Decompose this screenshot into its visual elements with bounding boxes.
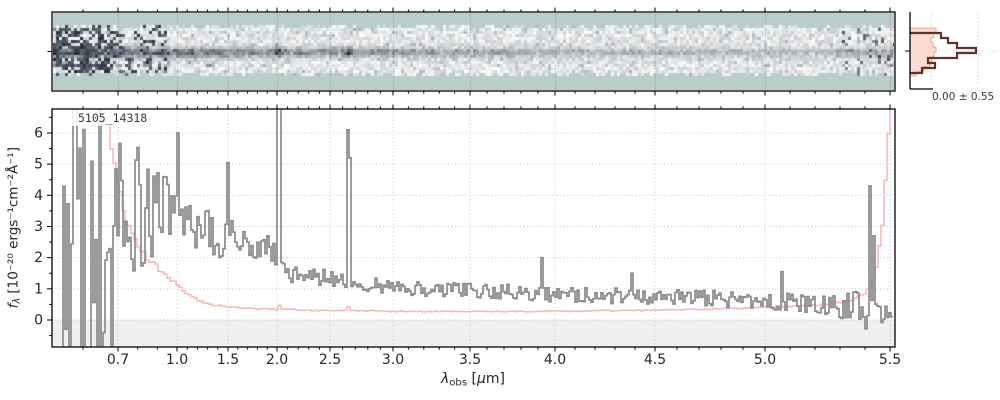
panel-2d-frame — [51, 11, 896, 92]
spectrum-2d-image — [53, 13, 894, 90]
spectrum-1d-panel: 0.7 1.0 1.5 2.0 2.5 3.0 3.5 4.0 4.5 5.0 5.5 0 1 2 3 4 5 6 — [34, 104, 901, 368]
x-tick-label: 0.7 — [107, 352, 129, 368]
residual-histogram-outline — [910, 31, 978, 75]
residual-stats-label: 0.00 ± 0.55 — [932, 91, 994, 103]
flux-step-line — [62, 109, 893, 347]
below-zero-shade — [52, 320, 895, 347]
main-ticks — [47, 104, 891, 352]
x-tick-labels: 0.7 1.0 1.5 2.0 2.5 3.0 3.5 4.0 4.5 5.0 5.5 — [107, 352, 901, 368]
source-id-label: 5105_14318 — [72, 110, 154, 126]
y-tick-label: 2 — [34, 250, 43, 266]
y-tick-labels: 0 1 2 3 4 5 6 — [34, 125, 43, 328]
x-tick-label: 4.0 — [544, 352, 566, 368]
source-id-text: 5105_14318 — [78, 111, 148, 125]
main-frame — [51, 108, 896, 348]
x-axis-label: λobs [μm] — [440, 371, 506, 389]
uncertainty-step-line — [97, 109, 891, 313]
x-tick-label: 3.0 — [382, 352, 404, 368]
data-lines — [62, 109, 893, 347]
x-tick-label: 3.5 — [459, 352, 481, 368]
y-axis-label: fλ [10⁻²⁰ ergs⁻¹cm⁻²Å⁻¹] — [5, 147, 23, 309]
y-tick-label: 3 — [34, 219, 43, 235]
residual-histogram-panel — [905, 12, 997, 90]
spectrum-2d-panel — [47, 7, 896, 96]
x-tick-label: 1.0 — [166, 352, 188, 368]
y-tick-label: 0 — [34, 313, 43, 329]
panel-2d-ticks — [47, 7, 891, 96]
y-tick-label: 6 — [34, 125, 43, 141]
y-tick-label: 5 — [34, 157, 43, 173]
residual-spines — [905, 12, 933, 90]
y-tick-label: 1 — [34, 281, 43, 297]
x-tick-label: 2.0 — [266, 352, 288, 368]
x-tick-label: 5.5 — [879, 352, 901, 368]
residual-stats-text: 0.00 ± 0.55 — [932, 91, 995, 103]
y-tick-label: 4 — [34, 188, 43, 204]
x-tick-label: 4.5 — [644, 352, 666, 368]
x-tick-label: 2.5 — [319, 352, 341, 368]
x-tick-label: 1.5 — [217, 352, 239, 368]
x-tick-label: 5.0 — [754, 352, 776, 368]
